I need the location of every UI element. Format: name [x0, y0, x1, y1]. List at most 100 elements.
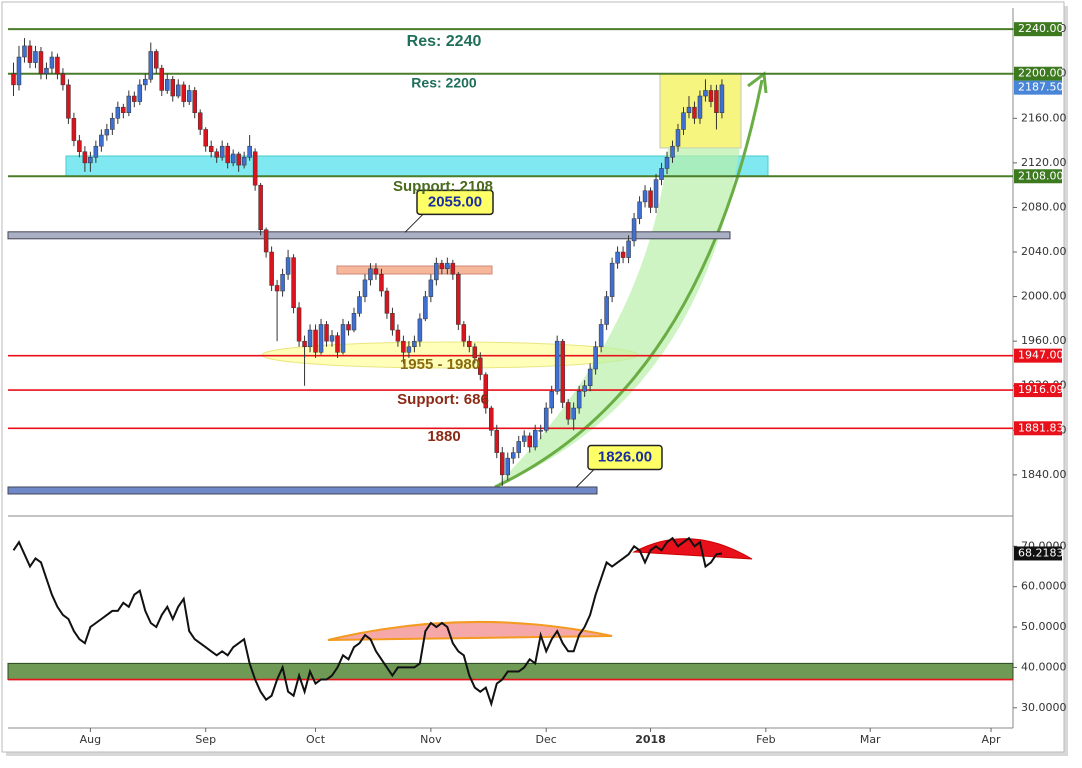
- candle-body: [302, 340, 307, 347]
- candle-body: [22, 45, 27, 58]
- candle-body: [197, 112, 203, 130]
- y-tick-label: 30.0000: [1021, 701, 1067, 714]
- candle-body: [642, 190, 648, 203]
- y-tick-label: 2160.00: [1021, 111, 1067, 124]
- candle-body: [219, 145, 225, 158]
- candle-body: [274, 285, 280, 292]
- candle-body: [472, 346, 478, 359]
- price-tag-label: 1916.09: [1018, 383, 1064, 396]
- candle-body: [653, 179, 659, 208]
- x-tick-label: Sep: [195, 733, 216, 746]
- candle-body: [318, 324, 324, 353]
- y-tick-label: 40.0000: [1021, 660, 1067, 673]
- candle-body: [494, 430, 500, 453]
- candle-body: [329, 335, 335, 342]
- candle-body: [357, 296, 362, 314]
- callout-pointer: [404, 213, 424, 233]
- candle-body: [532, 430, 538, 448]
- x-tick-label: Aug: [80, 733, 101, 746]
- candle-body: [439, 262, 445, 269]
- candle-body: [549, 391, 554, 409]
- candle-body: [703, 90, 708, 97]
- candle-body: [335, 335, 340, 353]
- price-tag-label: 1881.83: [1018, 421, 1064, 434]
- candle-body: [33, 51, 38, 63]
- candle-body: [412, 340, 417, 347]
- candle-body: [538, 430, 543, 432]
- x-tick-label: 2018: [635, 733, 666, 746]
- candle-body: [88, 157, 93, 164]
- price-tag: [1014, 421, 1062, 436]
- callout-pointer: [575, 469, 595, 488]
- candle-body: [126, 95, 132, 113]
- price-tag-label: 2200.00: [1018, 67, 1064, 80]
- candle-body: [165, 79, 170, 91]
- candle-body: [620, 251, 626, 258]
- candle-body: [203, 129, 208, 147]
- candle-body: [93, 145, 99, 158]
- candle-body: [609, 262, 615, 297]
- candle-body: [186, 90, 192, 102]
- candle-body: [510, 452, 516, 459]
- candle-body: [598, 324, 604, 347]
- candle-body: [675, 129, 681, 147]
- x-tick-label: Apr: [982, 733, 1002, 746]
- candle-body: [697, 95, 703, 119]
- candle-body: [159, 67, 165, 91]
- candle-body: [390, 313, 395, 331]
- candle-body: [16, 56, 22, 86]
- callout-box: [416, 189, 494, 216]
- candle-body: [604, 296, 609, 325]
- price-tag: [1014, 348, 1062, 363]
- candle-body: [401, 340, 406, 353]
- price-tag-label: 68.2183: [1018, 546, 1064, 559]
- annotation: Support: 2108: [393, 178, 493, 195]
- annotation: Res: 2200: [411, 75, 477, 91]
- annotation: Support: 686: [397, 391, 489, 408]
- candle-body: [44, 67, 49, 74]
- candle-body: [423, 296, 428, 320]
- price-tag-label: 2187.50: [1018, 81, 1064, 94]
- y-tick-label: 2120.00: [1021, 156, 1067, 169]
- candle-body: [66, 84, 71, 119]
- candle-body: [71, 118, 77, 141]
- candle-body: [148, 51, 154, 80]
- price-tag: [1014, 80, 1062, 95]
- x-tick-label: Dec: [536, 733, 557, 746]
- candle-body: [351, 313, 357, 331]
- candle-body: [445, 262, 450, 269]
- candle-body: [115, 106, 121, 119]
- candle-body: [637, 201, 642, 219]
- candle-body: [285, 257, 291, 275]
- price-tag-label: 2240.00: [1018, 22, 1064, 35]
- candle-body: [648, 190, 653, 208]
- price-tag: [1014, 22, 1062, 37]
- candle-body: [456, 274, 461, 325]
- candle-body: [340, 324, 346, 353]
- y-tick-label: 2000.00: [1021, 290, 1067, 303]
- candle-body: [38, 51, 44, 74]
- price-tag: [1014, 546, 1062, 561]
- y-tick-label: 2080.00: [1021, 200, 1067, 213]
- candle-body: [170, 79, 176, 97]
- candle-body: [154, 51, 159, 69]
- trend-arrow: [494, 79, 764, 489]
- candle-body: [395, 329, 401, 342]
- y-tick-label: 2040.00: [1021, 245, 1067, 258]
- candle-body: [373, 268, 379, 275]
- price-tag: [1014, 66, 1062, 81]
- candle-body: [708, 90, 714, 102]
- annotation: 1880: [427, 428, 460, 445]
- candle-body: [521, 435, 527, 442]
- annotation: Res: 2240: [407, 33, 482, 50]
- candle-body: [60, 73, 66, 86]
- candle-body: [175, 84, 181, 97]
- candle-body: [434, 262, 439, 281]
- candle-body: [692, 106, 697, 119]
- candle-body: [406, 346, 412, 353]
- candle-body: [417, 318, 423, 342]
- candle-body: [428, 279, 434, 297]
- callout-label: 2055.00: [428, 193, 482, 210]
- candle-body: [110, 118, 115, 130]
